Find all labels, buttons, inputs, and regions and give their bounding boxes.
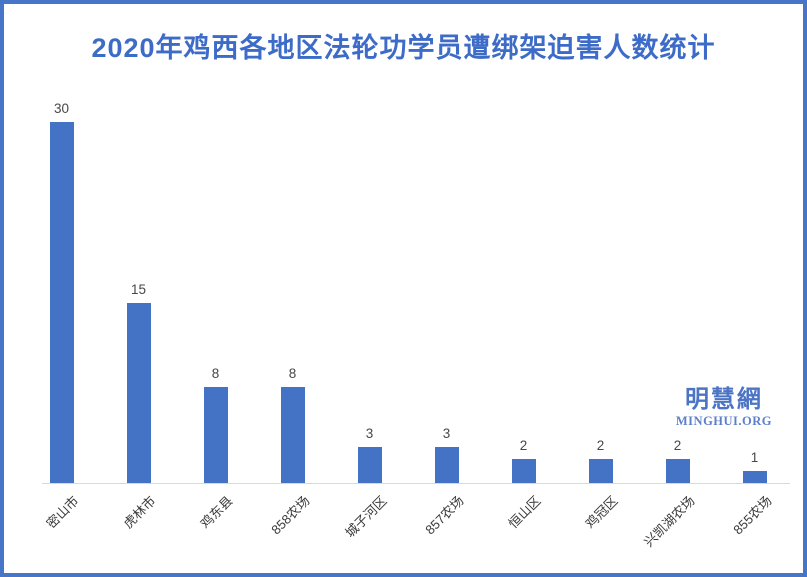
bar bbox=[665, 459, 690, 483]
bar-value-label: 1 bbox=[750, 450, 759, 465]
bar bbox=[511, 459, 536, 483]
bar-value-label: 3 bbox=[442, 426, 451, 441]
bar-value-label: 2 bbox=[596, 438, 605, 453]
watermark-site-name: MINGHUI.ORG bbox=[675, 414, 772, 428]
bar-value-label: 8 bbox=[211, 366, 220, 381]
bar bbox=[203, 387, 228, 483]
x-axis-line bbox=[42, 483, 790, 484]
chart-title: 2020年鸡西各地区法轮功学员遭绑架迫害人数统计 bbox=[91, 33, 716, 63]
watermark-chinese-logo: 明慧網 bbox=[684, 387, 763, 413]
bar bbox=[126, 303, 151, 483]
bar bbox=[742, 471, 767, 483]
bar-value-label: 15 bbox=[130, 282, 147, 297]
bar bbox=[49, 122, 74, 483]
bar-value-label: 2 bbox=[519, 438, 528, 453]
watermark: 明慧網 MINGHUI.ORG bbox=[676, 388, 772, 428]
bar bbox=[588, 459, 613, 483]
bar bbox=[280, 387, 305, 483]
bar-value-label: 30 bbox=[53, 101, 70, 116]
bar-value-label: 2 bbox=[673, 438, 682, 453]
bar bbox=[357, 447, 382, 483]
bar-value-label: 3 bbox=[365, 426, 374, 441]
bar bbox=[434, 447, 459, 483]
plot-area: 30 密山市 15 虎林市 8 鸡东县 8 858农场 3 城子河区 3 857农场 2 恒山区 2 鸡冠区 2… bbox=[4, 4, 803, 573]
category-label: 密山市 bbox=[42, 493, 82, 532]
bar-value-label: 8 bbox=[288, 366, 297, 381]
